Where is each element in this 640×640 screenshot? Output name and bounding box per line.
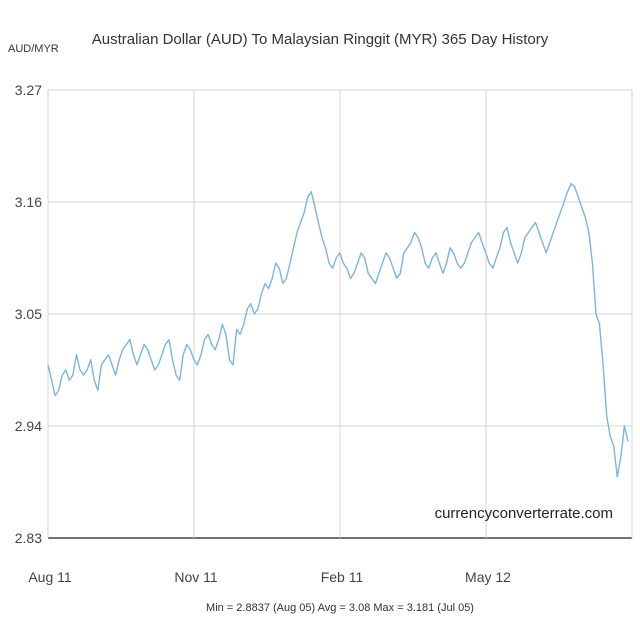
y-tick-labels: 3.27 3.16 3.05 2.94 2.83 [15,82,42,546]
y-tick-label: 3.05 [15,306,42,322]
x-tick-label: May 12 [465,569,511,585]
grid-lines [47,89,633,539]
series-layer [47,182,629,478]
chart-title: Australian Dollar (AUD) To Malaysian Rin… [92,31,549,48]
x-tick-label: Feb 11 [321,569,364,585]
watermark-text: currencyconverterrate.com [435,505,613,522]
y-axis-label: AUD/MYR [8,43,59,55]
x-tick-labels: Aug 11 Nov 11 Feb 11 May 12 [28,569,511,585]
y-tick-label: 2.83 [15,530,42,546]
y-tick-label: 3.27 [15,82,42,98]
y-tick-label: 2.94 [15,418,42,434]
summary-stats: Min = 2.8837 (Aug 05) Avg = 3.08 Max = 3… [206,602,474,614]
x-tick-label: Aug 11 [28,569,72,585]
x-tick-label: Nov 11 [174,569,218,585]
rate-series-line [47,182,629,478]
y-tick-label: 3.16 [15,194,42,210]
